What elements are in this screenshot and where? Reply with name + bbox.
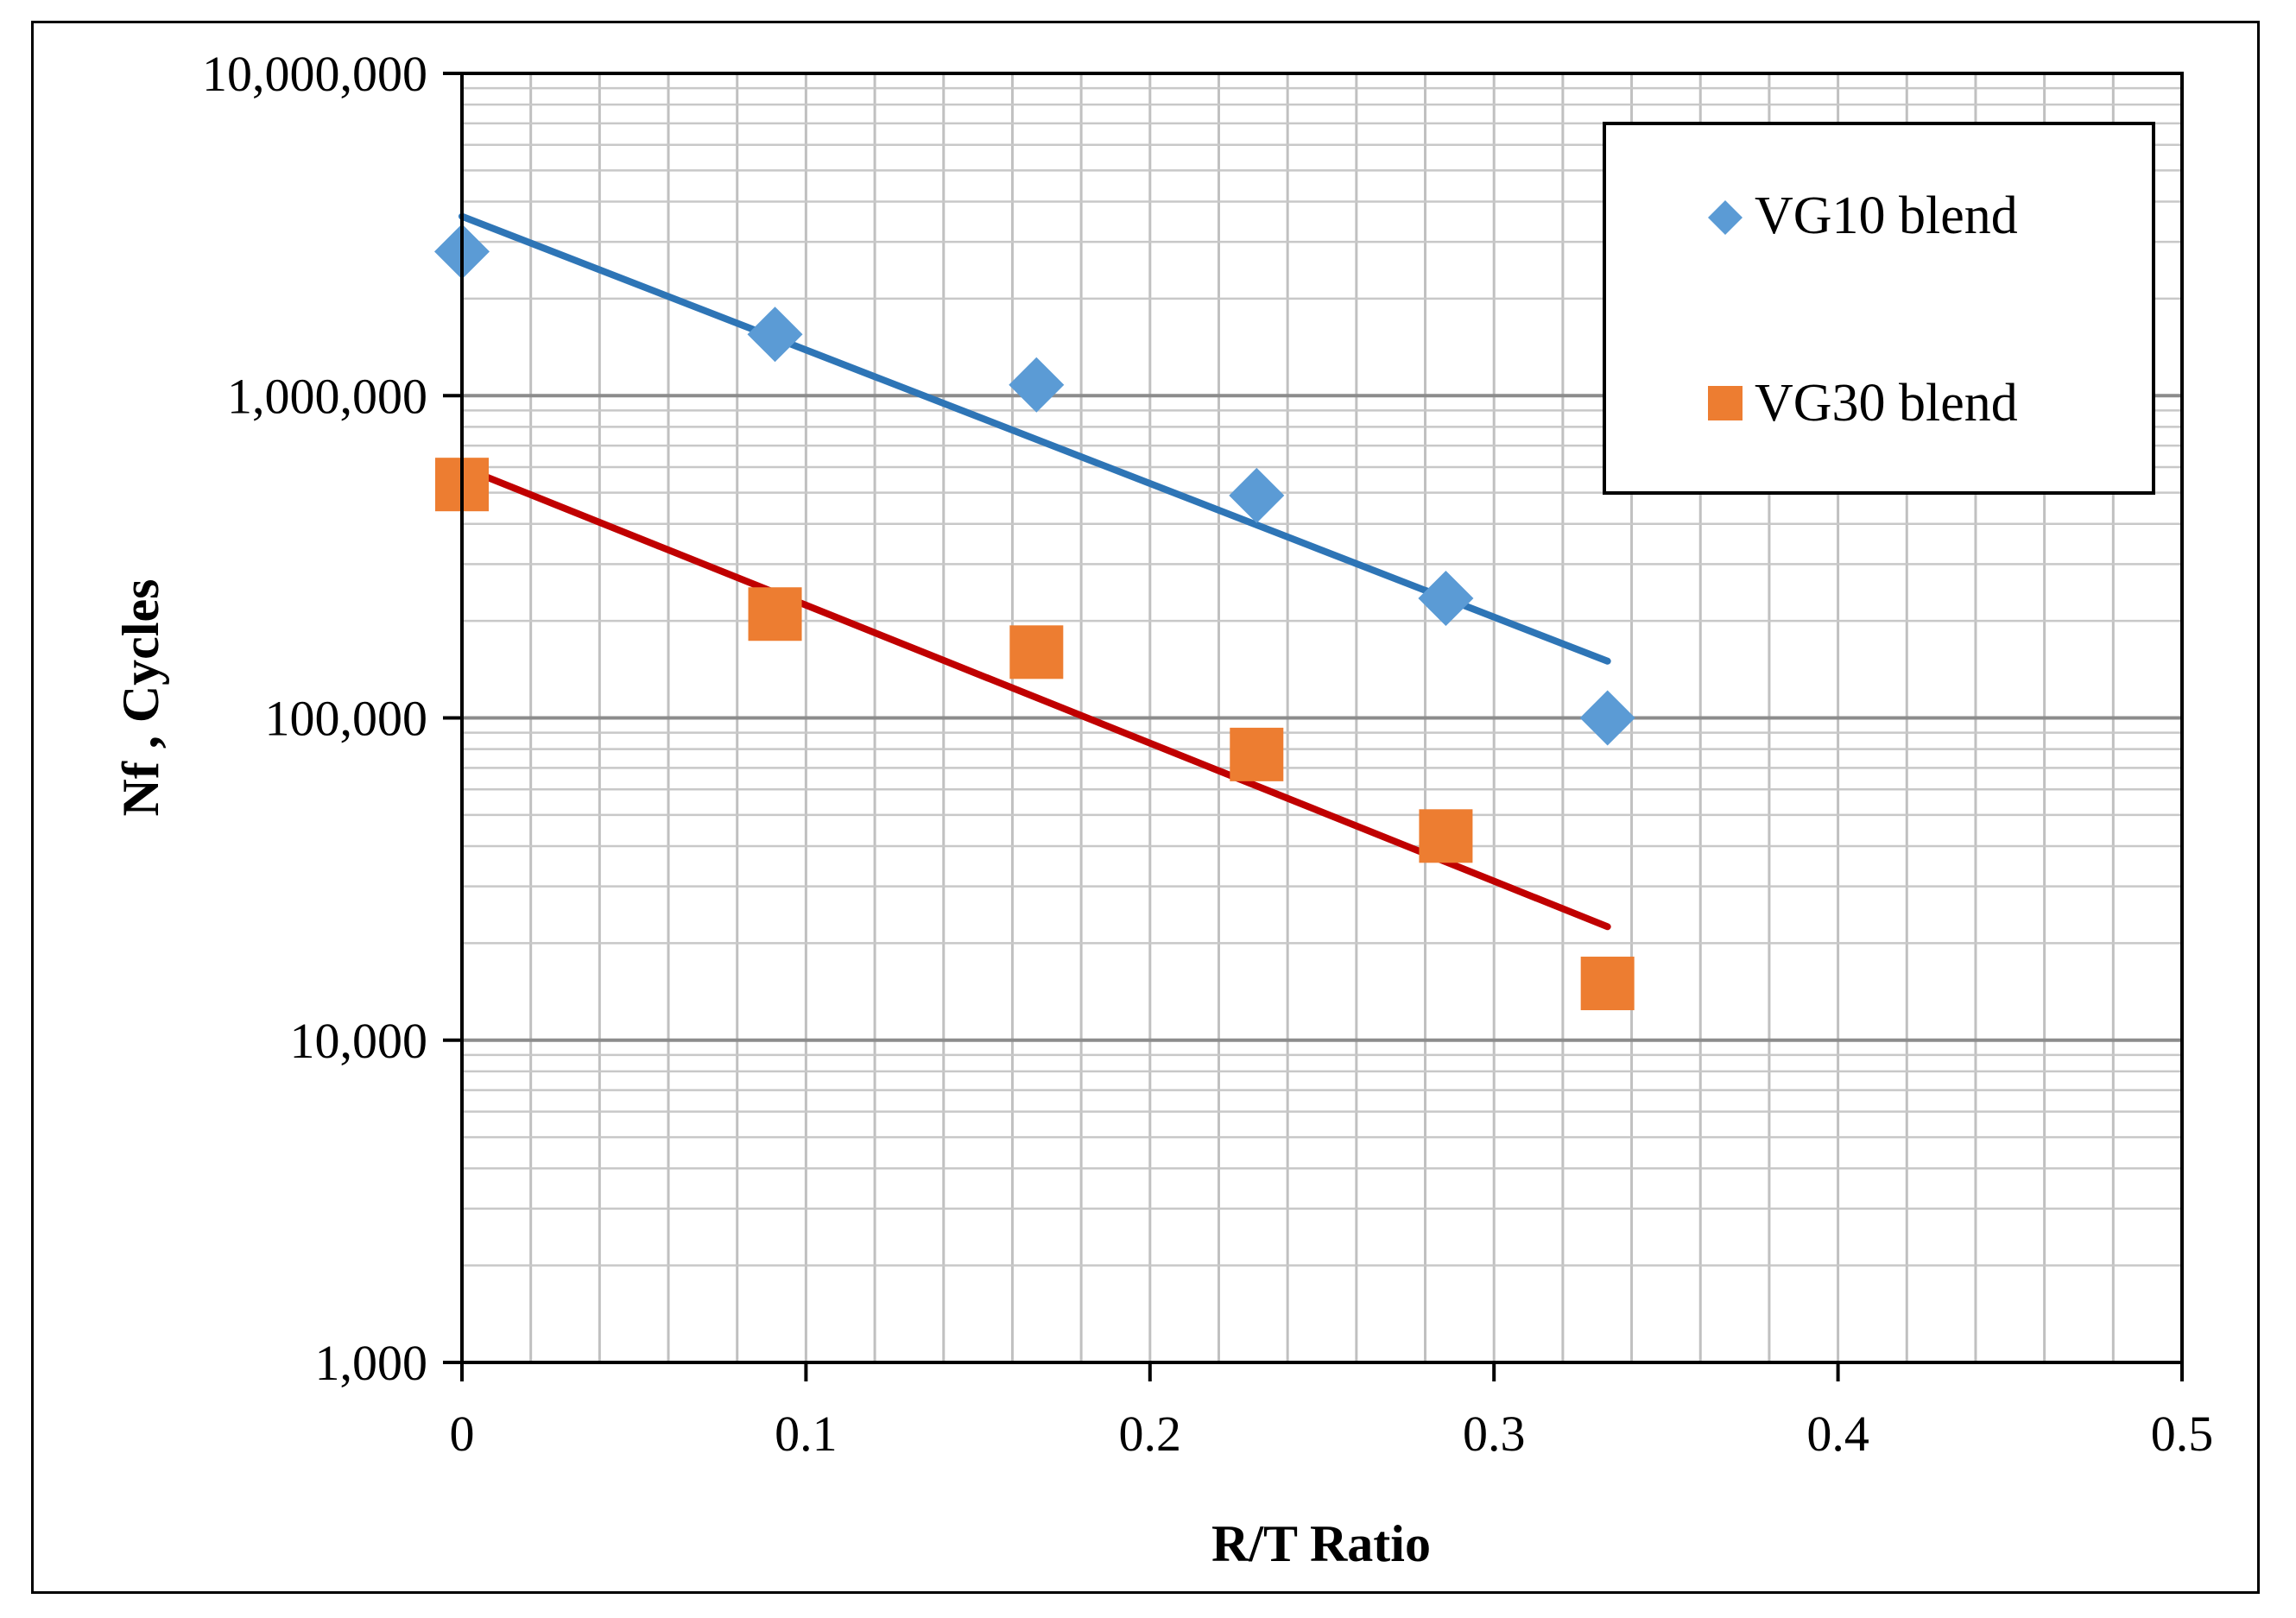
y-tick-label: 100,000 bbox=[265, 691, 428, 747]
trendlines bbox=[459, 212, 1611, 931]
x-tick-label: 0.4 bbox=[1806, 1406, 1869, 1462]
point-vg10-blend bbox=[1418, 570, 1474, 626]
trendline-vg10-blend bbox=[459, 212, 1611, 665]
x-tick-label: 0.5 bbox=[2151, 1406, 2214, 1462]
data-points bbox=[434, 224, 1635, 1011]
tick-labels: 1,000 10,000 100,000 1,000,000 10,000,000 0 0.… bbox=[202, 46, 2213, 1462]
point-vg10-blend bbox=[1579, 690, 1635, 746]
legend: VG10 blend VG30 blend bbox=[1603, 122, 2155, 495]
y-tick-label: 10,000,000 bbox=[202, 46, 427, 102]
trendline-vg30-blend bbox=[459, 464, 1611, 931]
point-vg30-blend bbox=[1419, 809, 1473, 863]
x-tick-label: 0.2 bbox=[1119, 1406, 1182, 1462]
point-vg10-blend bbox=[747, 307, 803, 363]
x-tick-label: 0.3 bbox=[1463, 1406, 1526, 1462]
point-vg30-blend bbox=[1230, 727, 1284, 781]
x-tick-label: 0 bbox=[450, 1406, 475, 1462]
y-tick-label: 10,000 bbox=[290, 1013, 428, 1069]
y-tick-label: 1,000,000 bbox=[227, 368, 427, 424]
legend-label-vg30: VG30 blend bbox=[1755, 374, 2018, 433]
point-vg10-blend bbox=[1009, 357, 1065, 413]
legend-box bbox=[1603, 122, 2155, 495]
x-axis-title: R/T Ratio bbox=[1211, 1515, 1431, 1572]
point-vg30-blend bbox=[1009, 625, 1064, 679]
legend-marker-square bbox=[1708, 386, 1743, 420]
y-axis-title: Nf , Cycles bbox=[112, 579, 169, 817]
y-tick-label: 1,000 bbox=[315, 1335, 428, 1391]
x-tick-label: 0.1 bbox=[775, 1406, 838, 1462]
axes bbox=[443, 72, 2184, 1381]
legend-label-vg10: VG10 blend bbox=[1755, 186, 2018, 245]
point-vg30-blend bbox=[748, 587, 802, 642]
point-vg10-blend bbox=[1229, 467, 1285, 523]
legend-marker-diamond bbox=[1708, 200, 1743, 235]
point-vg30-blend bbox=[1580, 957, 1635, 1011]
